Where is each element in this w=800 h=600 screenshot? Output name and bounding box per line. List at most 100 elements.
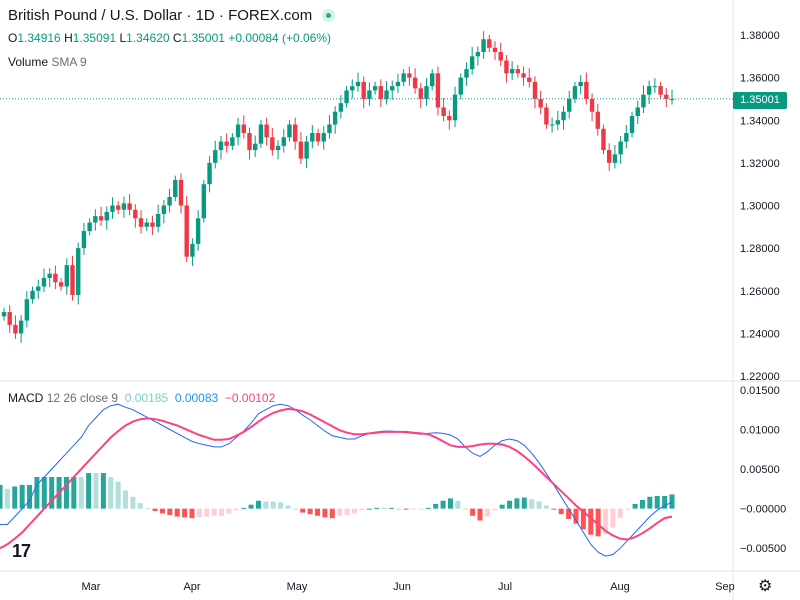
candle-body [481, 39, 486, 53]
macd-histogram-bar [315, 508, 321, 516]
low-label: L [119, 31, 127, 45]
time-tick-label: Apr [183, 581, 200, 593]
candle-body [498, 52, 503, 61]
candle-body [441, 107, 446, 116]
candle-body [355, 81, 361, 87]
candle-body [412, 77, 418, 89]
macd-histogram-bar [543, 505, 549, 509]
candle-body [504, 60, 509, 74]
macd-histogram-bar [603, 508, 609, 534]
candle-body [121, 203, 127, 210]
candle-body [372, 86, 378, 91]
open-value: 1.34916 [17, 31, 61, 45]
macd-histogram-bar [152, 508, 158, 512]
macd-histogram-bar [536, 501, 542, 509]
open-label: O [8, 31, 18, 45]
candle-body [47, 273, 52, 278]
macd-histogram-bar [359, 508, 365, 511]
candle-body [664, 94, 669, 99]
candle-body [115, 205, 121, 210]
macd-tick-label: 0.00500 [740, 464, 780, 476]
candle-body [424, 86, 429, 99]
candle-body [70, 265, 75, 296]
low-value: 1.34620 [126, 31, 170, 45]
candle-body [150, 222, 155, 227]
tradingview-logo-icon[interactable]: 17 [12, 541, 31, 561]
macd-histogram-bar [71, 476, 77, 509]
macd-histogram-bar [270, 501, 276, 509]
symbol-title[interactable]: British Pound / U.S. Dollar · 1D · FOREX… [8, 7, 313, 24]
macd-histogram-bar [388, 507, 394, 509]
macd-line [0, 403, 673, 557]
gear-icon[interactable]: ⚙ [758, 578, 773, 595]
candle-body [87, 222, 92, 232]
macd-histogram-bar [174, 508, 180, 517]
macd-histogram-bar [27, 484, 33, 509]
candle-body [629, 115, 635, 134]
candle-body [93, 216, 98, 223]
candle-body [561, 111, 566, 121]
price-tick-label: 1.34000 [740, 115, 780, 127]
candle-body [589, 98, 595, 112]
candle-body [13, 324, 18, 334]
macd-histogram-bar [521, 497, 527, 509]
macd-histogram-bar [344, 508, 350, 515]
candle-body [247, 133, 252, 151]
candle-body [401, 73, 406, 82]
macd-histogram-bar [433, 503, 439, 509]
candle-body [64, 265, 70, 287]
macd-histogram-bar [108, 476, 114, 509]
macd-histogram-bar [514, 498, 520, 509]
candle-body [601, 128, 606, 151]
candle-body [18, 320, 24, 334]
candle-body [167, 196, 172, 206]
candle-body [275, 145, 281, 151]
candle-body [544, 107, 549, 125]
candle-body [104, 211, 109, 221]
time-tick-label: Sep [715, 581, 735, 593]
macd-label[interactable]: MACD [8, 391, 44, 405]
candle-body [270, 137, 275, 151]
candle-body [184, 205, 189, 257]
candle-body [606, 150, 612, 163]
candle-body [76, 248, 81, 296]
macd-histogram-bar [219, 508, 225, 516]
macd-legend[interactable]: MACD 12 26 close 9 0.00185 0.00083 −0.00… [8, 391, 275, 405]
macd-histogram-bar [337, 508, 343, 516]
macd-histogram-bar [12, 486, 18, 509]
candle-body [230, 137, 235, 146]
macd-line-value: 0.00083 [174, 391, 219, 405]
candle-body [304, 141, 309, 159]
macd-histogram-bar [662, 495, 668, 509]
price-tick-label: 1.28000 [740, 243, 780, 255]
candle-body [258, 124, 264, 144]
candle-body [407, 73, 412, 78]
candle-body [178, 179, 184, 206]
candle-body [195, 218, 201, 244]
candle-body [344, 90, 349, 104]
candle-body [127, 203, 132, 210]
volume-legend[interactable]: Volume SMA 9 [8, 55, 87, 69]
candle-body [658, 86, 663, 95]
macd-histogram-bar [366, 508, 372, 510]
time-tick-label: Mar [82, 581, 101, 593]
symbol-title-legend[interactable]: British Pound / U.S. Dollar · 1D · FOREX… [8, 7, 336, 24]
macd-histogram-bar [447, 498, 453, 509]
macd-histogram-bar [159, 508, 165, 514]
macd-histogram-bar [529, 499, 535, 509]
candle-body [452, 94, 458, 121]
volume-label[interactable]: Volume [8, 55, 49, 69]
candle-body [464, 69, 469, 78]
macd-histogram-bar [49, 476, 55, 509]
macd-histogram-bar [167, 508, 173, 515]
macd-histogram-bar [307, 508, 313, 515]
macd-histogram-bar [470, 508, 476, 516]
macd-histogram-bar [34, 476, 40, 509]
time-tick-label: Jul [498, 581, 512, 593]
candle-body [612, 154, 618, 163]
candle-body [264, 124, 269, 138]
macd-histogram-bar [580, 508, 586, 530]
macd-histogram-bar [204, 508, 210, 517]
candle-body [321, 133, 326, 142]
